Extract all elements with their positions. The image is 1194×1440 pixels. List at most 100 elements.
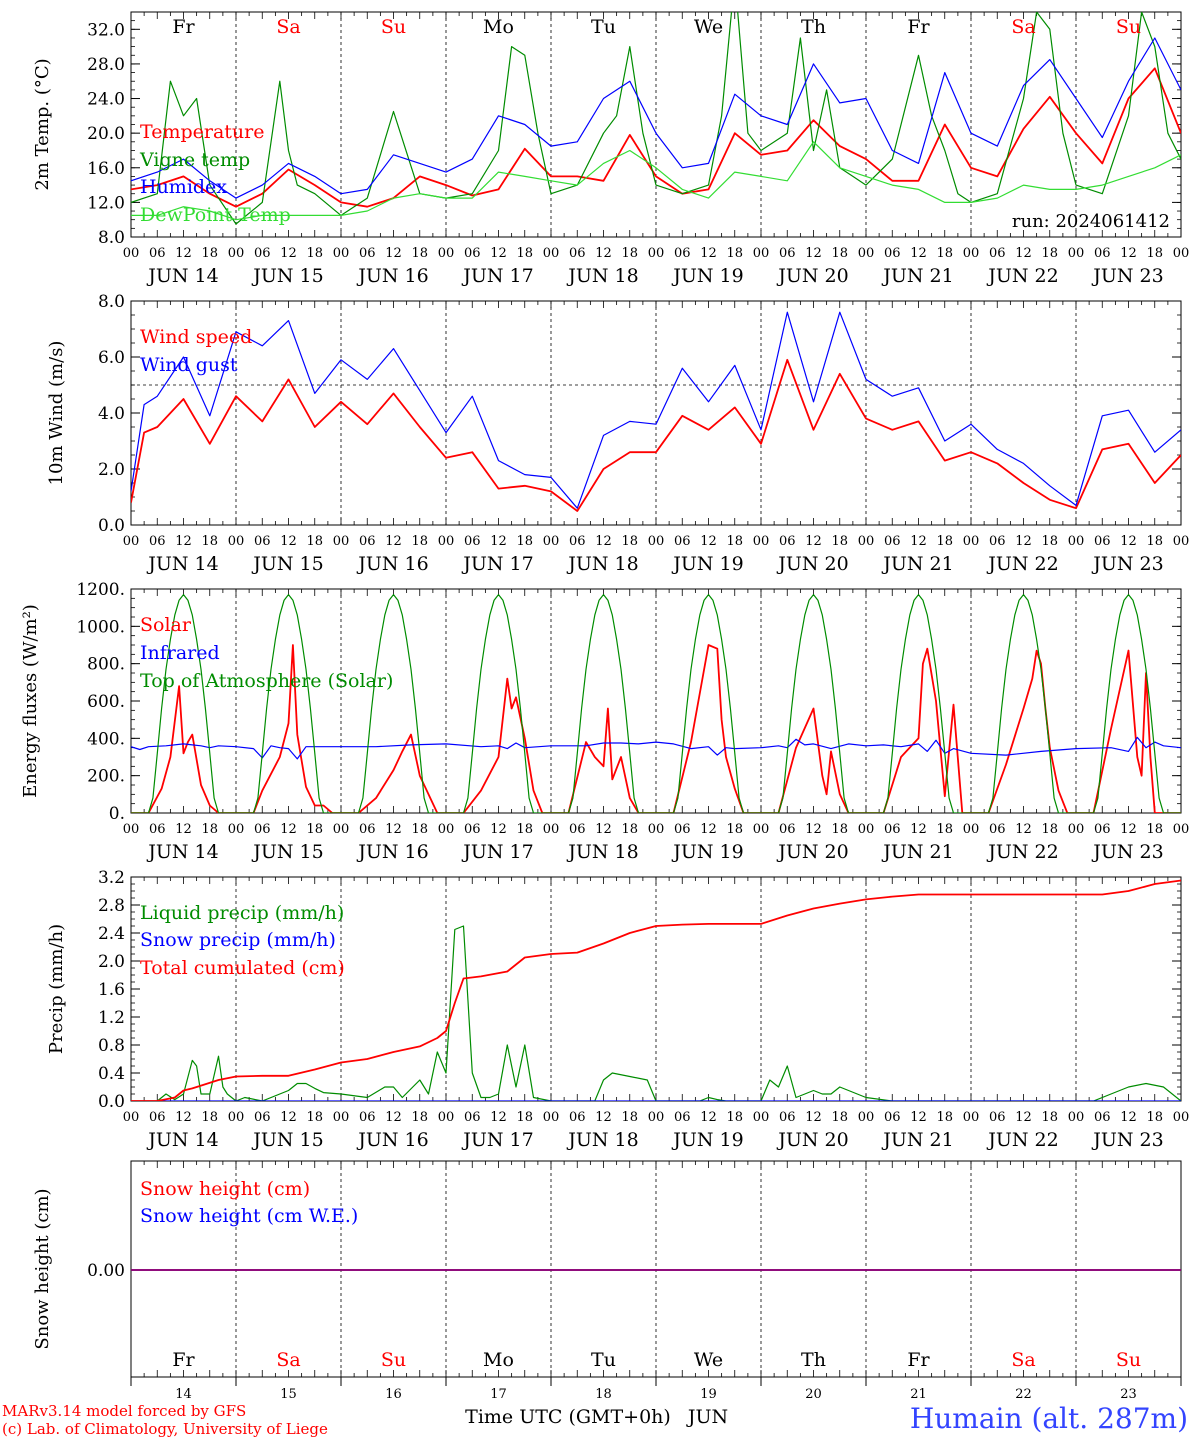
day-number-label: 19 bbox=[700, 1387, 717, 1402]
weekday-label: We bbox=[694, 1349, 723, 1371]
hour-tick-label: 18 bbox=[726, 822, 743, 837]
hour-tick-label: 06 bbox=[884, 534, 901, 549]
day-number-label: 18 bbox=[595, 1387, 612, 1402]
y-tick-label: 0.4 bbox=[98, 1064, 125, 1084]
hour-tick-label: 06 bbox=[674, 822, 691, 837]
series-line-wind-gust bbox=[131, 311, 1181, 509]
hour-tick-label: 18 bbox=[621, 822, 638, 837]
panel-frame bbox=[130, 588, 1182, 814]
day-number-label: 16 bbox=[385, 1387, 402, 1402]
hour-tick-label: 00 bbox=[333, 246, 350, 261]
hour-tick-label: 06 bbox=[884, 246, 901, 261]
hour-tick-label: 06 bbox=[359, 246, 376, 261]
panel-2-series bbox=[131, 311, 1181, 512]
hour-tick-label: 06 bbox=[149, 1110, 166, 1125]
y-axis-label: Precip (mm/h) bbox=[46, 924, 67, 1054]
hour-tick-label: 12 bbox=[175, 246, 192, 261]
day-label: JUN 17 bbox=[461, 841, 533, 863]
series-line-infrared bbox=[131, 736, 1181, 760]
y-tick-label: 12.0 bbox=[87, 193, 125, 213]
hour-tick-label: 00 bbox=[1173, 246, 1190, 261]
hour-tick-label: 12 bbox=[910, 1110, 927, 1125]
hour-tick-label: 12 bbox=[490, 1110, 507, 1125]
hour-tick-label: 12 bbox=[595, 246, 612, 261]
series-line-total-cumulated-cm- bbox=[131, 879, 1181, 1101]
day-label: JUN 21 bbox=[881, 265, 953, 287]
hour-tick-label: 00 bbox=[543, 822, 560, 837]
hour-tick-label: 06 bbox=[779, 1110, 796, 1125]
y-tick-label: 0.0 bbox=[98, 1092, 125, 1112]
y-tick-label: 6.0 bbox=[98, 348, 125, 368]
hour-tick-label: 12 bbox=[1120, 534, 1137, 549]
hour-tick-label: 00 bbox=[753, 1110, 770, 1125]
hour-tick-label: 18 bbox=[1041, 822, 1058, 837]
hour-tick-label: 18 bbox=[201, 1110, 218, 1125]
weekday-label: Tu bbox=[591, 1349, 616, 1371]
y-tick-label: 20.0 bbox=[87, 124, 125, 144]
day-label: JUN 16 bbox=[356, 553, 428, 575]
y-axis-label: Snow height (cm) bbox=[32, 1188, 53, 1349]
hour-tick-label: 12 bbox=[595, 534, 612, 549]
hour-tick-label: 06 bbox=[989, 534, 1006, 549]
hour-tick-label: 18 bbox=[1146, 534, 1163, 549]
hour-tick-label: 12 bbox=[490, 534, 507, 549]
hour-tick-label: 00 bbox=[123, 246, 140, 261]
hour-tick-label: 06 bbox=[1094, 822, 1111, 837]
hour-tick-label: 00 bbox=[753, 534, 770, 549]
hour-tick-label: 00 bbox=[438, 246, 455, 261]
day-label: JUN 21 bbox=[881, 553, 953, 575]
day-label: JUN 21 bbox=[881, 841, 953, 863]
hour-tick-label: 00 bbox=[438, 1110, 455, 1125]
y-tick-label: 8.0 bbox=[98, 228, 125, 248]
hour-tick-label: 18 bbox=[831, 1110, 848, 1125]
hour-tick-label: 00 bbox=[333, 1110, 350, 1125]
hour-tick-label: 18 bbox=[516, 1110, 533, 1125]
hour-tick-label: 00 bbox=[963, 246, 980, 261]
hour-tick-label: 12 bbox=[910, 534, 927, 549]
hour-tick-label: 00 bbox=[123, 822, 140, 837]
weekday-label: We bbox=[694, 16, 723, 38]
hour-tick-label: 00 bbox=[1068, 1110, 1085, 1125]
hour-tick-label: 18 bbox=[1146, 822, 1163, 837]
hour-tick-label: 18 bbox=[201, 822, 218, 837]
hour-tick-label: 12 bbox=[910, 246, 927, 261]
hour-tick-label: 06 bbox=[884, 1110, 901, 1125]
hour-tick-label: 06 bbox=[254, 534, 271, 549]
hour-tick-label: 00 bbox=[648, 534, 665, 549]
day-number-label: 22 bbox=[1015, 1387, 1032, 1402]
weekday-label: Fr bbox=[907, 16, 930, 38]
legend-entry: Humidex bbox=[140, 176, 227, 198]
series-line-humidex bbox=[131, 37, 1181, 199]
weekday-label: Fr bbox=[907, 1349, 930, 1371]
y-tick-label: 400. bbox=[87, 729, 125, 749]
hour-tick-label: 06 bbox=[254, 1110, 271, 1125]
hour-tick-label: 06 bbox=[359, 1110, 376, 1125]
hour-tick-label: 18 bbox=[831, 246, 848, 261]
hour-tick-label: 18 bbox=[1041, 534, 1058, 549]
hour-tick-label: 06 bbox=[569, 1110, 586, 1125]
day-label: JUN 20 bbox=[776, 841, 848, 863]
hour-tick-label: 12 bbox=[385, 246, 402, 261]
hour-tick-label: 18 bbox=[936, 822, 953, 837]
hour-tick-label: 00 bbox=[963, 1110, 980, 1125]
hour-tick-label: 06 bbox=[779, 822, 796, 837]
hour-tick-label: 18 bbox=[936, 1110, 953, 1125]
hour-tick-label: 18 bbox=[726, 1110, 743, 1125]
weekday-label: Mo bbox=[483, 16, 514, 38]
day-label: JUN 15 bbox=[251, 841, 323, 863]
hour-tick-label: 00 bbox=[648, 246, 665, 261]
series-line-wind-speed bbox=[131, 358, 1181, 512]
hour-tick-label: 12 bbox=[385, 822, 402, 837]
hour-tick-label: 12 bbox=[700, 246, 717, 261]
hour-tick-label: 06 bbox=[989, 822, 1006, 837]
hour-tick-label: 18 bbox=[516, 246, 533, 261]
hour-tick-label: 12 bbox=[1120, 246, 1137, 261]
hour-tick-label: 12 bbox=[280, 1110, 297, 1125]
weekday-label: Sa bbox=[1011, 16, 1035, 38]
day-label: JUN 15 bbox=[251, 1129, 323, 1151]
day-label: JUN 18 bbox=[566, 553, 638, 575]
panel-3-series bbox=[131, 593, 1181, 813]
day-label: JUN 21 bbox=[881, 1129, 953, 1151]
hour-tick-label: 18 bbox=[411, 822, 428, 837]
weekday-label: Tu bbox=[591, 16, 616, 38]
